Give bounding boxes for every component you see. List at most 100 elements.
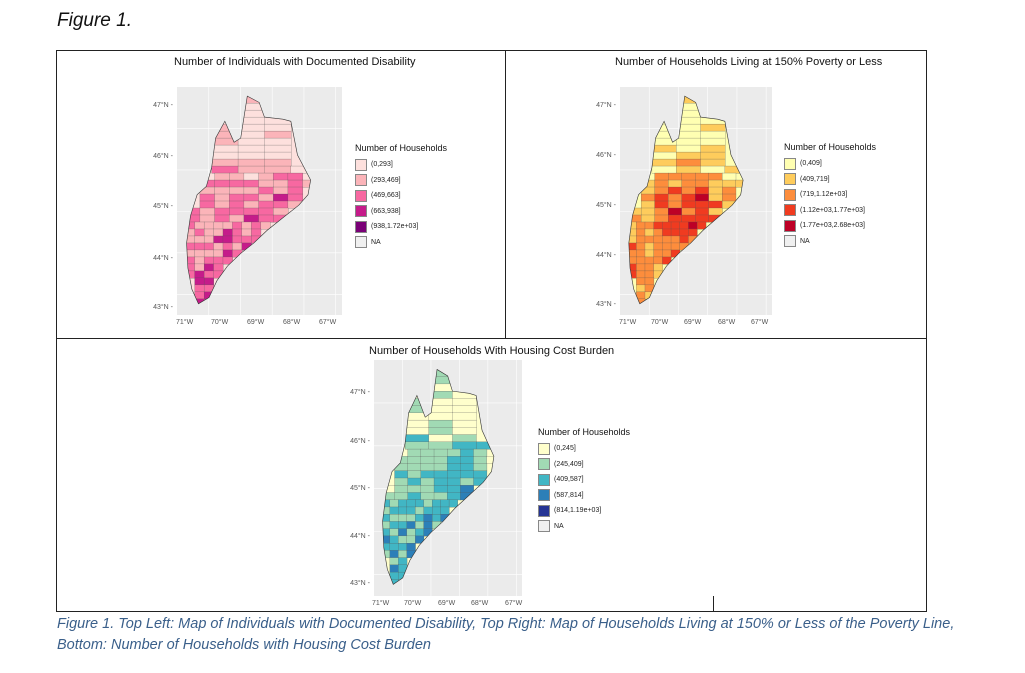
county-region bbox=[433, 448, 448, 457]
county-region bbox=[214, 200, 230, 209]
state-outline bbox=[628, 95, 744, 305]
legend-item: NA bbox=[355, 235, 447, 251]
county-region bbox=[382, 492, 395, 501]
county-region bbox=[460, 485, 474, 493]
county-region bbox=[688, 221, 698, 230]
legend-label: (0,245] bbox=[554, 445, 576, 453]
county-region bbox=[194, 228, 205, 237]
county-region bbox=[676, 116, 701, 125]
county-region bbox=[628, 228, 637, 237]
county-region bbox=[203, 256, 214, 265]
county-region bbox=[722, 186, 737, 195]
frame-stub-line bbox=[713, 596, 714, 612]
county-region bbox=[229, 186, 245, 195]
county-region bbox=[389, 521, 399, 530]
county-region bbox=[394, 470, 409, 479]
county-region bbox=[237, 144, 265, 153]
county-region bbox=[428, 412, 453, 421]
county-region bbox=[681, 207, 696, 216]
county-region bbox=[670, 235, 681, 244]
county-region bbox=[389, 550, 399, 559]
county-region bbox=[432, 506, 442, 515]
legend-item: (814,1.19e+03] bbox=[538, 503, 630, 519]
county-region bbox=[407, 477, 422, 486]
county-region bbox=[260, 221, 271, 230]
county-region bbox=[636, 256, 646, 265]
county-region bbox=[389, 564, 399, 573]
county-region bbox=[473, 470, 488, 479]
county-region bbox=[229, 172, 245, 181]
county-region bbox=[420, 463, 435, 472]
county-region bbox=[676, 165, 701, 174]
legend-label: (293,469] bbox=[371, 176, 401, 184]
legend-swatch bbox=[538, 520, 550, 533]
county-region bbox=[644, 242, 655, 251]
county-region bbox=[404, 441, 430, 450]
county-region bbox=[700, 137, 726, 146]
county-region bbox=[473, 477, 488, 486]
county-region bbox=[407, 448, 422, 457]
county-region bbox=[407, 456, 422, 464]
county-region bbox=[398, 506, 408, 515]
county-region bbox=[676, 158, 701, 167]
county-region bbox=[653, 235, 663, 244]
legend-item: (1.12e+03,1.77e+03] bbox=[784, 203, 876, 219]
county-region bbox=[654, 207, 669, 216]
county-region bbox=[700, 158, 726, 167]
legend-label: (1.12e+03,1.77e+03] bbox=[800, 206, 866, 214]
lat-tick-label: 43°N - bbox=[596, 301, 616, 308]
legend-poverty: Number of Households (0,409] (409,719] (719… bbox=[784, 142, 876, 249]
county-region bbox=[394, 463, 409, 472]
county-region bbox=[389, 557, 399, 566]
lon-tick-label: 67°W bbox=[505, 600, 523, 607]
county-region bbox=[428, 405, 453, 414]
county-region bbox=[700, 123, 726, 132]
county-region bbox=[653, 270, 663, 279]
county-region bbox=[222, 256, 233, 265]
county-region bbox=[287, 172, 304, 181]
county-region bbox=[398, 535, 408, 544]
lat-tick-label: 47°N - bbox=[350, 389, 370, 396]
county-region bbox=[640, 186, 656, 195]
county-region bbox=[229, 200, 245, 209]
county-region bbox=[722, 172, 737, 181]
county-region bbox=[636, 228, 646, 237]
county-region bbox=[452, 391, 477, 399]
county-region bbox=[264, 151, 292, 160]
lon-tick-label: 71°W bbox=[619, 319, 637, 326]
lat-tick-label: 46°N - bbox=[350, 438, 370, 445]
county-region bbox=[688, 235, 698, 244]
county-region bbox=[211, 123, 239, 132]
legend-swatch bbox=[784, 157, 796, 170]
county-region bbox=[211, 158, 239, 167]
county-region bbox=[636, 242, 646, 251]
lat-tick-label: 47°N - bbox=[153, 102, 173, 109]
county-region bbox=[681, 200, 696, 209]
county-region bbox=[636, 298, 646, 304]
county-region bbox=[229, 214, 245, 223]
lat-tick-label: 46°N - bbox=[153, 153, 173, 160]
county-region bbox=[708, 193, 723, 202]
county-region bbox=[243, 207, 260, 216]
legend-item: (245,409] bbox=[538, 457, 630, 473]
county-region bbox=[404, 405, 430, 414]
county-region bbox=[420, 456, 435, 464]
county-region bbox=[194, 256, 205, 265]
county-region bbox=[423, 506, 433, 515]
county-region bbox=[237, 130, 265, 139]
county-region bbox=[199, 186, 216, 195]
county-region bbox=[696, 221, 707, 230]
legend-swatch bbox=[784, 204, 796, 217]
county-region bbox=[404, 398, 430, 407]
county-region bbox=[203, 270, 214, 279]
county-region bbox=[653, 256, 663, 265]
county-region bbox=[229, 207, 245, 216]
lat-tick-label: 43°N - bbox=[153, 304, 173, 311]
county-region bbox=[695, 214, 710, 223]
county-region bbox=[722, 193, 737, 202]
panel-title-disability: Number of Individuals with Documented Di… bbox=[174, 56, 416, 68]
county-region bbox=[440, 514, 450, 522]
county-region bbox=[398, 514, 408, 522]
legend-item: (587,814] bbox=[538, 488, 630, 504]
county-region bbox=[708, 186, 723, 195]
